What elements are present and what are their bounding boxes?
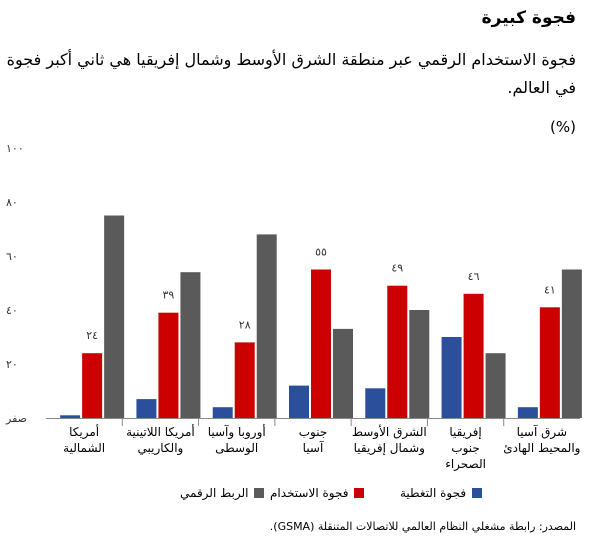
legend-item-connectivity: الربط الرقمي — [180, 486, 265, 500]
legend-item-usage: فجوة الاستخدام — [270, 486, 365, 500]
bar-1 — [136, 399, 157, 418]
unit-label: (%) — [550, 118, 576, 136]
legend-swatch-connectivity — [254, 488, 265, 498]
y-tick-label: ١٠٠ — [6, 142, 24, 155]
legend-swatch-usage — [354, 488, 365, 498]
legend-item-coverage: فجوة التغطية — [400, 486, 483, 500]
category-label: جنوب — [299, 425, 328, 440]
category-label: الشرق الأوسط — [352, 424, 427, 440]
data-label: ٢٤ — [86, 329, 98, 342]
category-label: إفريقيا — [449, 425, 481, 440]
category-label: جنوب — [451, 441, 480, 456]
bar-3 — [485, 353, 506, 418]
data-label: ٤٩ — [391, 262, 403, 275]
bar-1 — [441, 337, 462, 418]
bar-1 — [289, 385, 309, 418]
bar-1 — [60, 415, 81, 418]
category-label: وشمال إفريقيا — [354, 441, 425, 456]
chart-subtitle: فجوة الاستخدام الرقمي عبر منطقة الشرق ال… — [6, 50, 576, 97]
category-label: أمريكا اللاتينية — [126, 424, 195, 440]
bar-3 — [333, 328, 353, 418]
source-note: المصدر: رابطة مشغلي النظام العالمي للاتص… — [269, 520, 576, 533]
legend-label-usage: فجوة الاستخدام — [270, 486, 349, 500]
y-tick-label: ٤٠ — [6, 304, 18, 317]
bar-2 — [463, 293, 484, 418]
bar-2 — [539, 307, 560, 418]
bar-2 — [234, 342, 255, 418]
data-label: ٤١ — [544, 283, 556, 296]
y-tick-label: صفر — [5, 412, 27, 425]
legend-label-connectivity: الربط الرقمي — [180, 486, 249, 500]
bar-1 — [212, 407, 233, 418]
category-label: الشمالية — [63, 441, 105, 455]
bar-1 — [517, 407, 538, 418]
legend-label-coverage: فجوة التغطية — [400, 486, 467, 500]
data-label: ٢٨ — [239, 318, 251, 331]
category-label: والمحيط الهادئ — [503, 441, 580, 456]
category-label: أمريكا — [69, 424, 99, 440]
legend-swatch-coverage — [472, 488, 483, 498]
y-tick-label: ٦٠ — [6, 250, 18, 263]
y-tick-label: ٢٠ — [6, 358, 18, 371]
bar-2 — [387, 285, 408, 418]
category-label: شرق آسيا — [517, 424, 567, 440]
data-label: ٣٩ — [163, 289, 175, 302]
bar-1 — [365, 388, 386, 418]
bar-2 — [311, 269, 331, 418]
chart-title: فجوة كبيرة — [481, 8, 576, 28]
category-label: الصحراء — [445, 457, 486, 472]
bar-2 — [82, 353, 103, 418]
y-tick-label: ٨٠ — [6, 196, 18, 209]
bar-3 — [180, 272, 201, 418]
bar-2 — [158, 312, 179, 418]
category-label: أوروبا وآسيا — [208, 424, 266, 440]
bar-3 — [409, 310, 430, 418]
data-label: ٥٥ — [315, 246, 327, 259]
category-label: الوسطى — [215, 441, 258, 456]
bar-3 — [561, 269, 582, 418]
data-label: ٤٦ — [468, 270, 480, 283]
bar-3 — [104, 215, 125, 418]
legend: فجوة التغطية فجوة الاستخدام الربط الرقمي — [0, 486, 590, 506]
category-label: والكاريبي — [138, 441, 184, 456]
category-label: آسيا — [303, 440, 324, 455]
bar-3 — [256, 234, 277, 418]
